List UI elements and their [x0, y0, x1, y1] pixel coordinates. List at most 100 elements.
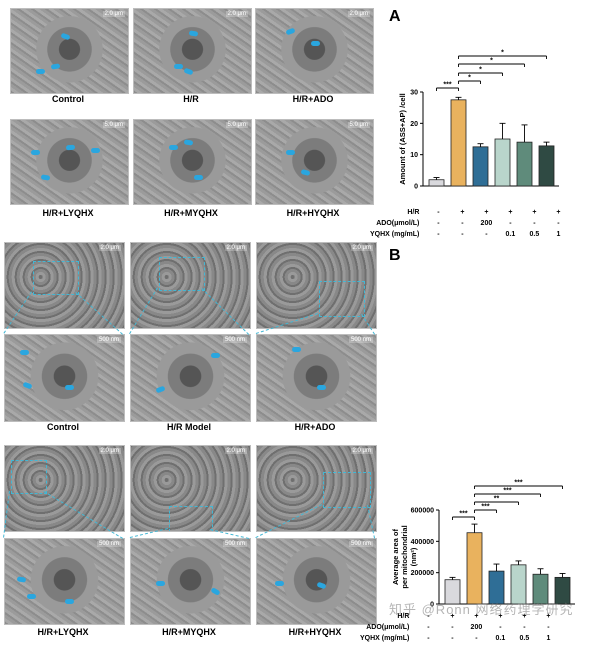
condition-row-label: ADO(μmol/L) — [376, 220, 420, 227]
condition-cell: + — [546, 613, 551, 620]
y-tick-label: 10 — [410, 152, 418, 159]
tem-low-mag-image: 2.0 μm — [4, 242, 125, 329]
tem-caption: H/R+ADO — [294, 422, 336, 432]
zoom-region-box — [159, 257, 205, 291]
condition-cell: + — [450, 613, 455, 620]
tem-caption: H/R Model — [167, 422, 211, 432]
condition-cell: 200 — [470, 624, 483, 631]
condition-row: H/R - + + + + + — [360, 612, 559, 621]
marker-spot — [40, 174, 51, 181]
significance-label: *** — [514, 480, 522, 487]
tem-caption: H/R+HYQHX — [286, 208, 340, 218]
condition-cell: + — [460, 209, 465, 216]
marker-spot — [292, 347, 301, 352]
condition-cell: + — [498, 613, 503, 620]
marker-spot — [183, 67, 194, 76]
marker-spot — [155, 385, 166, 394]
marker-spot — [210, 587, 221, 596]
marker-spot — [65, 144, 76, 151]
tem-high-mag-image: 500 nm — [4, 334, 125, 422]
bar — [428, 179, 445, 187]
y-tick-label: 0 — [430, 602, 434, 609]
tem-image: 5.0 μm — [10, 119, 129, 205]
tem-low-mag-image: 2.0 μm — [256, 445, 377, 532]
tem-caption: H/R — [183, 94, 199, 104]
zoom-region-box — [169, 506, 213, 531]
condition-cell: - — [547, 624, 550, 631]
bar — [450, 99, 467, 187]
tem-low-mag-image: 2.0 μm — [130, 445, 251, 532]
panel-a-letter: A — [389, 8, 401, 25]
condition-row: H/R - + + + + + — [370, 208, 569, 217]
scale-bar-label: 5.0 μm — [347, 122, 370, 128]
bar — [466, 532, 483, 605]
tem-high-mag-image: 500 nm — [256, 334, 377, 422]
zoom-region-box — [11, 460, 47, 494]
condition-row: ADO(μmol/L) - - 200 - - - — [370, 219, 569, 228]
condition-cell: - — [485, 231, 488, 238]
tem-image: 2.0 μm — [255, 8, 374, 94]
marker-spot — [36, 69, 45, 74]
scale-bar-label: 2.0 μm — [347, 11, 370, 17]
marker-spot — [65, 385, 74, 390]
condition-cell: - — [557, 220, 560, 227]
marker-spot — [22, 381, 33, 390]
significance-label: *** — [443, 82, 451, 89]
y-tick-label: 0 — [414, 184, 418, 191]
marker-spot — [16, 576, 27, 583]
marker-spot — [174, 64, 183, 69]
condition-cell: - — [533, 220, 536, 227]
condition-cell: - — [437, 220, 440, 227]
marker-spot — [91, 148, 100, 153]
tem-high-mag-image: 500 nm — [256, 538, 377, 625]
condition-cell: - — [451, 624, 454, 631]
y-tick-label: 20 — [410, 121, 418, 128]
condition-cell: + — [522, 613, 527, 620]
marker-spot — [156, 581, 165, 586]
marker-spot — [316, 581, 327, 590]
tem-low-mag-image: 2.0 μm — [130, 242, 251, 329]
marker-spot — [183, 139, 194, 146]
marker-spot — [50, 63, 61, 70]
significance-label: * — [490, 58, 493, 65]
condition-cell: - — [509, 220, 512, 227]
tem-image: 2.0 μm — [10, 8, 129, 94]
y-tick-label: 200000 — [411, 570, 434, 577]
zoom-region-box — [323, 472, 371, 508]
condition-row: ADO(μmol/L) - - 200 - - - — [360, 623, 559, 632]
tem-image: 5.0 μm — [133, 119, 252, 205]
panel-a-condition-table: H/R - + + + + + ADO(μmol/L) - -200- - - YQHX (mg/mL)… — [368, 206, 571, 241]
significance-label: *** — [503, 488, 511, 495]
zoom-region-box — [319, 281, 365, 317]
condition-cell: - — [461, 220, 464, 227]
marker-spot — [317, 385, 326, 390]
condition-cell: + — [556, 209, 561, 216]
condition-cell: 0.1 — [505, 231, 516, 238]
scale-bar-label: 2.0 μm — [225, 11, 248, 17]
tem-low-mag-image: 2.0 μm — [256, 242, 377, 329]
significance-label: * — [468, 75, 471, 82]
bar — [494, 138, 511, 187]
condition-cell: - — [427, 613, 430, 620]
significance-label: *** — [459, 511, 467, 518]
scale-bar-label: 500 nm — [96, 337, 121, 343]
condition-row-label: ADO(μmol/L) — [366, 624, 410, 631]
scale-bar-label: 2.0 μm — [350, 448, 373, 454]
marker-spot — [60, 32, 71, 41]
marker-spot — [194, 175, 203, 180]
panel-b-letter: B — [389, 247, 401, 264]
marker-spot — [27, 594, 36, 599]
condition-cell: - — [437, 209, 440, 216]
y-tick-label: 400000 — [411, 539, 434, 546]
scale-bar-label: 500 nm — [348, 541, 373, 547]
scale-bar-label: 500 nm — [348, 337, 373, 343]
tem-caption: H/R+LYQHX — [42, 208, 94, 218]
condition-cell: 0.5 — [529, 231, 540, 238]
y-tick-label: 600000 — [411, 508, 434, 515]
condition-cell: + — [474, 613, 479, 620]
y-axis-label: Amount of (ASS+AP) /cell — [398, 93, 407, 184]
condition-cell: - — [437, 231, 440, 238]
watermark-text: 知乎 @Ronn 网络药理学研究 — [389, 602, 574, 617]
marker-spot — [188, 30, 199, 37]
